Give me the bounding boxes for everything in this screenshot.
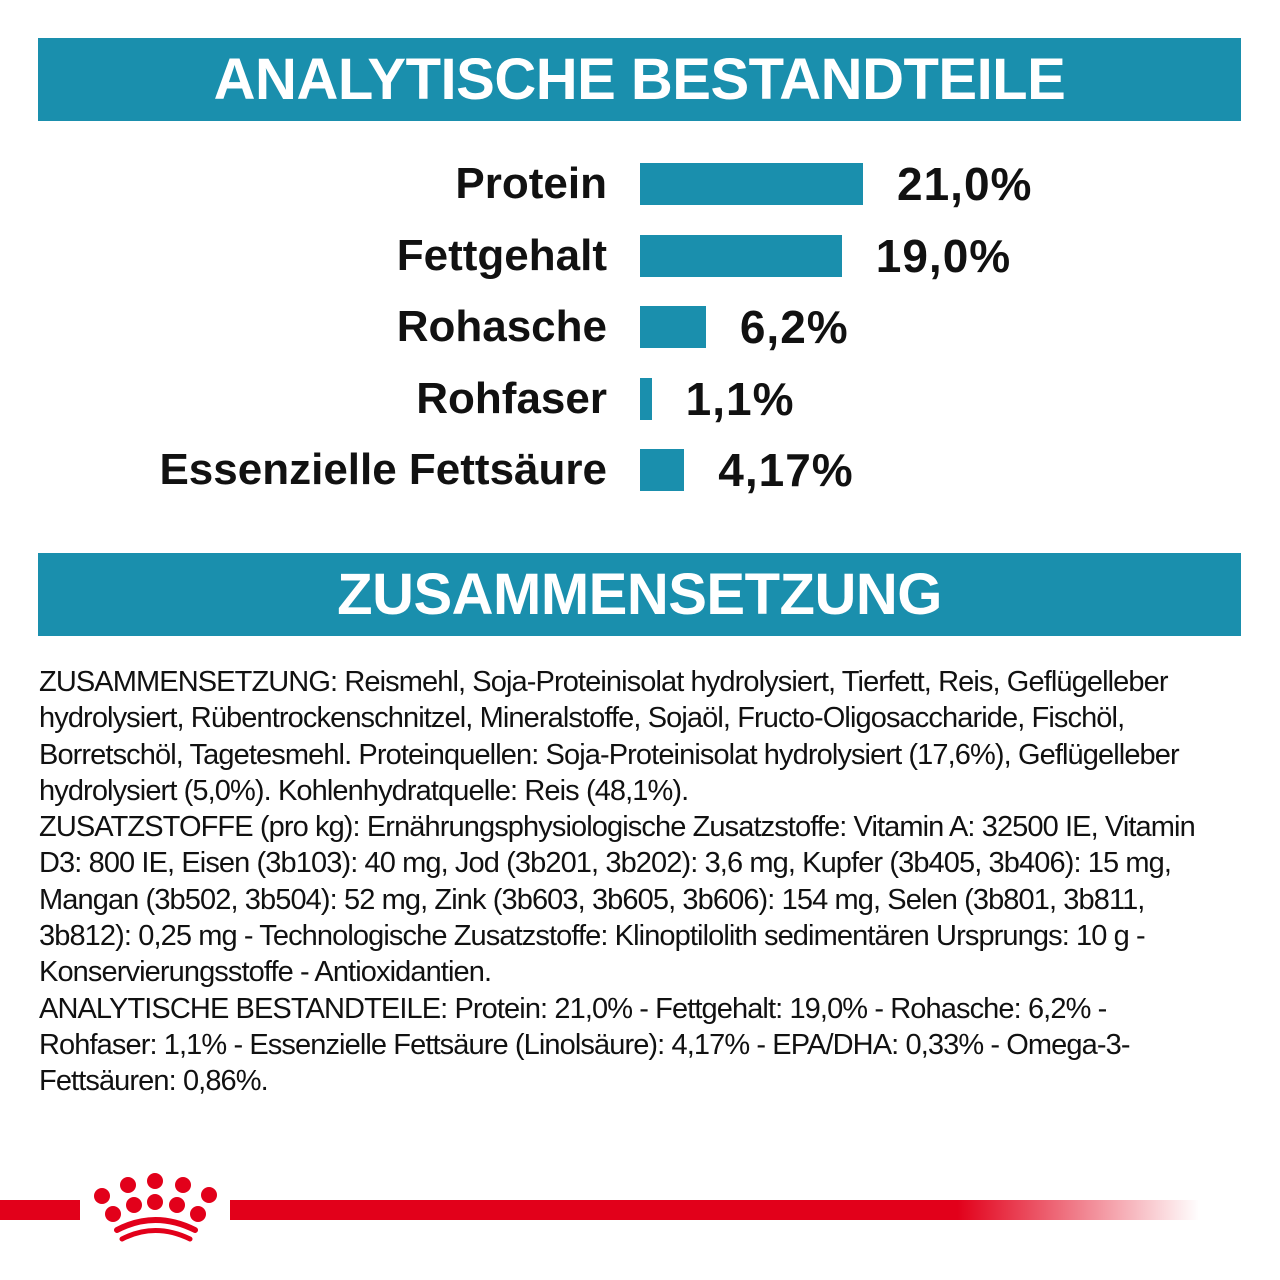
composition-line: 3b812): 0,25 mg - Technologische Zusatzs… (39, 920, 1146, 953)
chart-row: Fettgehalt 19,0% (0, 230, 1280, 282)
value-label: 19,0% (875, 229, 1012, 282)
composition-line: Mangan (3b502, 3b504): 52 mg, Zink (3b60… (39, 883, 1145, 916)
composition-line: ZUSAMMENSETZUNG: Reismehl, Soja-Proteini… (39, 666, 1169, 698)
composition-text: ZUSAMMENSETZUNG: Reismehl, Soja-Proteini… (39, 664, 1196, 1100)
analysis-title: ANALYTISCHE BESTANDTEILE (213, 47, 1066, 112)
category-label: Essenzielle Fettsäure (159, 445, 607, 494)
value-label: 4,17% (718, 444, 854, 496)
bar (640, 163, 864, 205)
composition-line: hydrolysiert (5,0%). Kohlenhydratquelle:… (39, 774, 689, 807)
composition-header: ZUSAMMENSETZUNG (38, 553, 1241, 636)
category-label: Rohfaser (416, 373, 607, 423)
bar (640, 449, 685, 491)
chart-row: Rohfaser 1,1% (0, 373, 1280, 425)
analysis-header: ANALYTISCHE BESTANDTEILE (38, 38, 1241, 121)
composition-line: ZUSATZSTOFFE (pro kg): Ernährungsphysiol… (39, 811, 1196, 844)
category-label: Fettgehalt (396, 230, 607, 280)
chart-row: Protein 21,0% (0, 158, 1280, 210)
chart-row: Essenzielle Fettsäure 4,17% (0, 444, 1280, 496)
composition-line: hydrolysiert, Rübentrockenschnitzel, Min… (39, 702, 1125, 735)
red-line-right (230, 1200, 1200, 1220)
bar (640, 234, 842, 277)
composition-line: Rohfaser: 1,1% - Essenzielle Fettsäure (… (39, 1028, 1131, 1061)
bar (640, 377, 652, 420)
footer-brand-strip (0, 1173, 1200, 1242)
composition-title: ZUSAMMENSETZUNG (337, 562, 942, 627)
category-label: Rohasche (396, 302, 607, 351)
value-label: 21,0% (897, 158, 1033, 210)
chart-row: Rohasche 6,2% (0, 301, 1280, 353)
value-label: 6,2% (739, 301, 849, 353)
crown-logo-icon (94, 1173, 217, 1242)
category-label: Protein (455, 159, 607, 208)
composition-line: Konservierungsstoffe - Antioxidantien. (39, 956, 492, 989)
bar (640, 306, 706, 348)
composition-line: Fettsäuren: 0,86%. (39, 1065, 269, 1098)
composition-line: ANALYTISCHE BESTANDTEILE: Protein: 21,0%… (39, 992, 1107, 1025)
value-label: 1,1% (685, 372, 795, 425)
composition-line: D3: 800 IE, Eisen (3b103): 40 mg, Jod (3… (39, 847, 1172, 880)
red-line-left (0, 1200, 80, 1220)
composition-line: Borretschöl, Tagetesmehl. Proteinquellen… (39, 738, 1180, 771)
